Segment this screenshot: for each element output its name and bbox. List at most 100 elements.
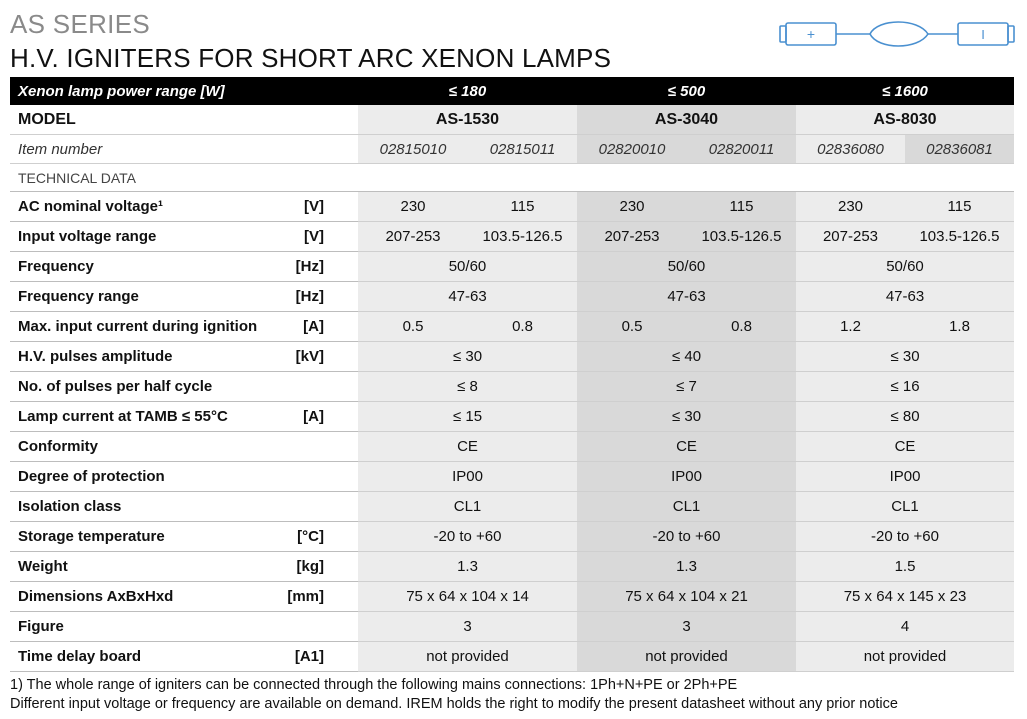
spec-row: Dimensions AxBxHxd [mm] 75 x 64 x 104 x 14… <box>10 581 1014 612</box>
spec-row: Input voltage range [V] 207-253 103.5-126.5… <box>10 221 1014 252</box>
model-as-8030: AS-8030 <box>796 105 1014 135</box>
model-label: MODEL <box>10 105 358 135</box>
spec-value: ≤ 16 <box>796 371 1014 402</box>
spec-value: 3 <box>577 611 796 642</box>
spec-label: Input voltage range <box>10 221 283 252</box>
spec-label: AC nominal voltage¹ <box>10 191 283 222</box>
spec-label: Figure <box>10 611 283 642</box>
spec-unit: [kV] <box>283 341 358 372</box>
item-number: 02815011 <box>468 134 577 164</box>
spec-label: No. of pulses per half cycle <box>10 371 283 402</box>
spec-value: 1.5 <box>796 551 1014 582</box>
spec-value: ≤ 15 <box>358 401 577 432</box>
spec-value: 115 <box>905 191 1014 222</box>
page-title: H.V. IGNITERS FOR SHORT ARC XENON LAMPS <box>10 43 612 73</box>
xenon-lamp-icon: + I <box>779 21 1015 47</box>
spec-unit: [kg] <box>283 551 358 582</box>
technical-data-row: TECHNICAL DATA <box>10 163 1014 192</box>
spec-unit <box>283 431 358 462</box>
spec-value: 1.8 <box>905 311 1014 342</box>
spec-unit <box>283 461 358 492</box>
technical-data-label: TECHNICAL DATA <box>10 163 1014 192</box>
spec-value: not provided <box>358 641 577 672</box>
spec-row: Weight [kg] 1.3 1.3 1.5 <box>10 551 1014 582</box>
spec-row: Figure 3 3 4 <box>10 611 1014 642</box>
item-number: 02836080 <box>796 134 905 164</box>
spec-value: 207-253 <box>358 221 468 252</box>
power-range-3: ≤ 1600 <box>796 77 1014 105</box>
spec-label: Dimensions AxBxHxd <box>10 581 283 612</box>
spec-label: Frequency <box>10 251 283 282</box>
spec-unit: [A1] <box>283 641 358 672</box>
spec-value: 1.3 <box>577 551 796 582</box>
spec-table: Xenon lamp power range [W] ≤ 180 ≤ 500 ≤… <box>10 77 1014 672</box>
spec-row: Conformity CE CE CE <box>10 431 1014 462</box>
spec-value: ≤ 40 <box>577 341 796 372</box>
series-title: AS SERIES <box>10 9 150 39</box>
spec-value: 103.5-126.5 <box>468 221 577 252</box>
spec-value: -20 to +60 <box>358 521 577 552</box>
spec-unit <box>283 491 358 522</box>
item-number: 02820011 <box>687 134 796 164</box>
spec-value: 0.8 <box>687 311 796 342</box>
spec-value: 115 <box>687 191 796 222</box>
spec-value: 115 <box>468 191 577 222</box>
spec-label: Degree of protection <box>10 461 283 492</box>
spec-value: 103.5-126.5 <box>905 221 1014 252</box>
spec-value: 75 x 64 x 104 x 14 <box>358 581 577 612</box>
spec-value: ≤ 30 <box>796 341 1014 372</box>
power-range-1: ≤ 180 <box>358 77 577 105</box>
spec-value: 4 <box>796 611 1014 642</box>
spec-label: Time delay board <box>10 641 283 672</box>
model-row: MODEL AS-1530 AS-3040 AS-8030 <box>10 105 1014 135</box>
model-as-3040: AS-3040 <box>577 105 796 135</box>
spec-row: Degree of protection IP00 IP00 IP00 <box>10 461 1014 492</box>
spec-unit: [V] <box>283 221 358 252</box>
spec-label: Weight <box>10 551 283 582</box>
spec-row: Frequency [Hz] 50/60 50/60 50/60 <box>10 251 1014 282</box>
spec-label: H.V. pulses amplitude <box>10 341 283 372</box>
spec-value: IP00 <box>358 461 577 492</box>
power-range-label: Xenon lamp power range [W] <box>10 77 358 105</box>
spec-value: CL1 <box>796 491 1014 522</box>
spec-value: 1.3 <box>358 551 577 582</box>
spec-value: 75 x 64 x 104 x 21 <box>577 581 796 612</box>
spec-value: ≤ 80 <box>796 401 1014 432</box>
spec-label: Conformity <box>10 431 283 462</box>
lamp-minus-label: I <box>981 27 985 42</box>
spec-value: 0.8 <box>468 311 577 342</box>
spec-unit <box>283 371 358 402</box>
spec-value: 50/60 <box>577 251 796 282</box>
spec-value: CL1 <box>577 491 796 522</box>
spec-label: Frequency range <box>10 281 283 312</box>
spec-value: 75 x 64 x 145 x 23 <box>796 581 1014 612</box>
spec-value: ≤ 8 <box>358 371 577 402</box>
spec-value: CL1 <box>358 491 577 522</box>
spec-row: Storage temperature [°C] -20 to +60 -20 to … <box>10 521 1014 552</box>
spec-value: CE <box>358 431 577 462</box>
spec-unit: [A] <box>283 401 358 432</box>
spec-value: -20 to +60 <box>796 521 1014 552</box>
disclaimer: Different input voltage or frequency are… <box>10 696 898 712</box>
spec-unit: [V] <box>283 191 358 222</box>
spec-value: not provided <box>796 641 1014 672</box>
spec-unit: [Hz] <box>283 281 358 312</box>
spec-row: Isolation class CL1 CL1 CL1 <box>10 491 1014 522</box>
spec-value: 47-63 <box>358 281 577 312</box>
item-number: 02815010 <box>358 134 468 164</box>
item-number-row: Item number 02815010 02815011 02820010 0… <box>10 134 1014 164</box>
item-number: 02836081 <box>905 134 1014 164</box>
model-as-1530: AS-1530 <box>358 105 577 135</box>
spec-row: Time delay board [A1] not provided not prov… <box>10 641 1014 672</box>
spec-row: No. of pulses per half cycle ≤ 8 ≤ 7 ≤ 16 <box>10 371 1014 402</box>
spec-value: 0.5 <box>577 311 687 342</box>
spec-value: 230 <box>358 191 468 222</box>
spec-unit: [Hz] <box>283 251 358 282</box>
footnote: 1) The whole range of igniters can be co… <box>10 677 738 693</box>
spec-unit: [°C] <box>283 521 358 552</box>
footer-notes: 1) The whole range of igniters can be co… <box>10 676 898 714</box>
spec-label: Lamp current at TAMB ≤ 55°C <box>10 401 283 432</box>
spec-value: 207-253 <box>577 221 687 252</box>
spec-value: 1.2 <box>796 311 905 342</box>
spec-value: ≤ 7 <box>577 371 796 402</box>
